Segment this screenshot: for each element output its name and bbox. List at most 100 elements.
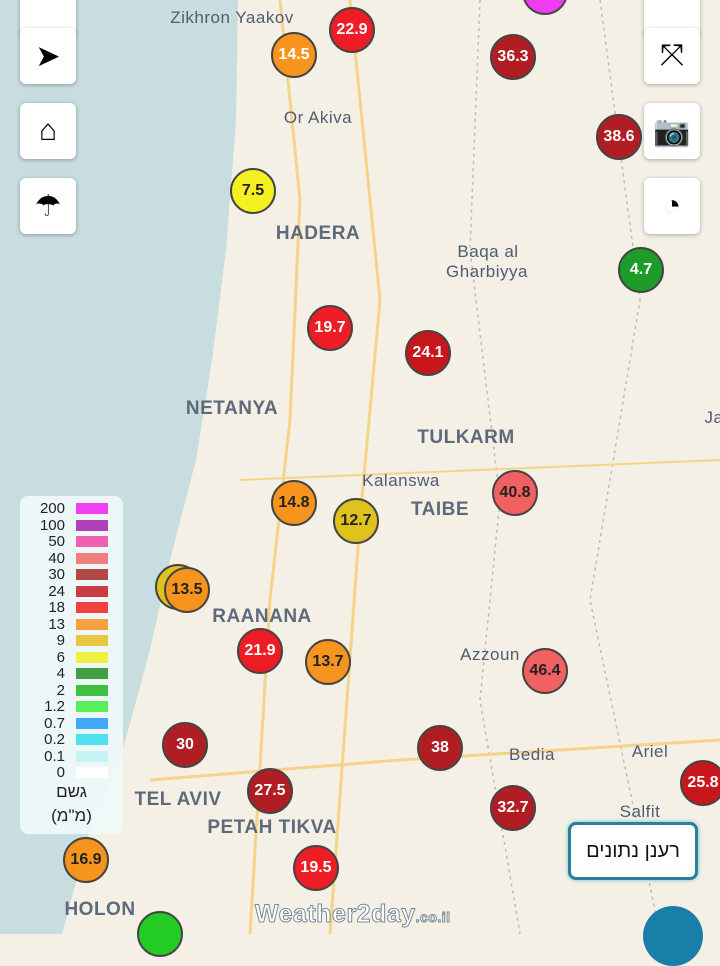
rain-station-marker[interactable]: 14.5 — [271, 32, 317, 78]
rain-station-marker[interactable]: 16.9 — [63, 837, 109, 883]
accessibility-button[interactable] — [643, 906, 703, 966]
legend-swatch — [76, 750, 108, 762]
rain-station-marker[interactable]: 46.4 — [522, 648, 568, 694]
legend-value: 0 — [56, 764, 65, 781]
rain-station-marker[interactable] — [137, 911, 183, 957]
legend-row: 50 — [20, 533, 123, 550]
legend-value: 13 — [48, 615, 65, 633]
rain-station-marker[interactable]: 12.7 — [333, 498, 379, 544]
legend-row: 18 — [20, 599, 123, 616]
rain-station-marker[interactable]: 22.9 — [329, 7, 375, 53]
place-label: Salfit — [619, 802, 661, 821]
legend-swatch — [76, 701, 108, 712]
legend-value: 30 — [48, 566, 65, 583]
place-label: RAANANA — [212, 606, 312, 627]
legend-value: 0.7 — [44, 714, 65, 732]
legend-swatch — [76, 602, 108, 613]
place-label: TAIBE — [410, 499, 470, 520]
rain-station-marker[interactable]: 32.7 — [490, 785, 536, 831]
place-label: Kalanswa — [362, 471, 440, 490]
rain-station-marker[interactable]: 7.5 — [230, 168, 276, 214]
legend-value: 40 — [48, 549, 65, 567]
camera-button[interactable]: 📷 — [644, 103, 700, 159]
rain-station-marker[interactable]: 24.1 — [405, 330, 451, 376]
legend-row: 30 — [20, 566, 123, 583]
legend-swatch — [76, 569, 108, 580]
rain-station-marker[interactable]: 25.8 — [680, 760, 720, 806]
refresh-data-button[interactable]: רענן נתונים — [568, 822, 698, 880]
place-label: Zikhron Yaakov — [170, 8, 294, 27]
navigate-icon: ➤ — [35, 39, 61, 73]
legend-swatch — [76, 717, 108, 729]
umbrella-icon: ☂ — [34, 189, 62, 223]
brand-main: Weather2day — [255, 900, 416, 929]
home-button[interactable]: ⌂ — [20, 103, 76, 159]
rain-station-marker[interactable]: 38.6 — [596, 114, 642, 160]
brand-suffix: .co.il — [415, 909, 451, 926]
rain-station-marker[interactable]: 19.7 — [307, 305, 353, 351]
legend-value: 9 — [56, 632, 65, 649]
fullscreen-button[interactable]: ⤧ — [644, 28, 700, 84]
legend-value: 0.1 — [44, 747, 65, 765]
rain-station-marker[interactable]: 13.7 — [305, 639, 351, 685]
legend-value: 100 — [39, 516, 65, 534]
place-label: Or Akiva — [283, 108, 353, 127]
place-label: PETAH TIKVA — [207, 817, 337, 838]
place-label: Ja — [704, 408, 720, 427]
legend-value: 24 — [48, 582, 65, 600]
rain-station-marker[interactable]: 19.5 — [293, 845, 339, 891]
brand-logo: Weather2day.co.il — [255, 900, 451, 929]
place-label: Baqa al — [457, 242, 519, 261]
place-label: Bedia — [509, 745, 555, 764]
legend-row: 0.7 — [20, 715, 123, 732]
measure-icon: ◔ — [662, 189, 682, 222]
legend-value: 1.2 — [44, 698, 65, 715]
legend-row: 40 — [20, 550, 123, 567]
rain-station-marker[interactable]: 14.8 — [271, 480, 317, 526]
legend-title: גשם — [56, 782, 87, 801]
legend-swatch — [76, 585, 108, 597]
place-label: Gharbiyya — [446, 262, 528, 281]
legend-value: 50 — [48, 533, 65, 550]
legend-swatch — [76, 618, 108, 630]
legend-row: 0 — [20, 764, 123, 781]
rain-station-marker[interactable]: 13.5 — [164, 567, 210, 613]
legend-row: 0.2 — [20, 731, 123, 748]
place-label: TULKARM — [417, 427, 515, 448]
legend-row: 6 — [20, 649, 123, 666]
legend-row: 2 — [20, 682, 123, 699]
legend-value: 2 — [56, 681, 65, 699]
legend-value: 18 — [48, 599, 65, 616]
legend-row: 100 — [20, 517, 123, 534]
rain-station-marker[interactable]: 36.3 — [490, 34, 536, 80]
place-label: Ariel — [631, 742, 669, 761]
legend-value: 200 — [39, 500, 65, 517]
legend-unit: (מ"מ) — [51, 806, 92, 825]
rain-station-marker[interactable]: 4.7 — [618, 247, 664, 293]
fullscreen-icon: ⤧ — [660, 39, 684, 72]
place-label: HADERA — [275, 223, 361, 244]
rain-station-marker[interactable]: 38 — [417, 725, 463, 771]
home-icon: ⌂ — [38, 114, 58, 147]
legend-swatch — [76, 552, 108, 564]
legend-value: 6 — [56, 648, 65, 666]
legend-swatch — [76, 651, 108, 663]
rain-station-marker[interactable]: 30 — [162, 722, 208, 768]
umbrella-button[interactable]: ☂ — [20, 178, 76, 234]
rain-station-marker[interactable]: 21.9 — [237, 628, 283, 674]
camera-icon: 📷 — [653, 114, 691, 148]
legend-swatch — [76, 635, 108, 646]
legend-swatch — [76, 684, 108, 696]
place-label: HOLON — [64, 899, 136, 920]
legend-row: 200 — [20, 500, 123, 517]
place-label: Azzoun — [460, 645, 520, 664]
rain-station-marker[interactable]: 40.8 — [492, 470, 538, 516]
rain-station-marker[interactable]: 27.5 — [247, 768, 293, 814]
navigate-button[interactable]: ➤ — [20, 28, 76, 84]
legend-swatch — [76, 767, 108, 778]
legend-swatch — [76, 668, 108, 679]
legend-row: 4 — [20, 665, 123, 682]
measure-button[interactable]: ◔ — [644, 178, 700, 234]
legend-swatch — [76, 734, 108, 745]
place-label: NETANYA — [185, 398, 279, 419]
